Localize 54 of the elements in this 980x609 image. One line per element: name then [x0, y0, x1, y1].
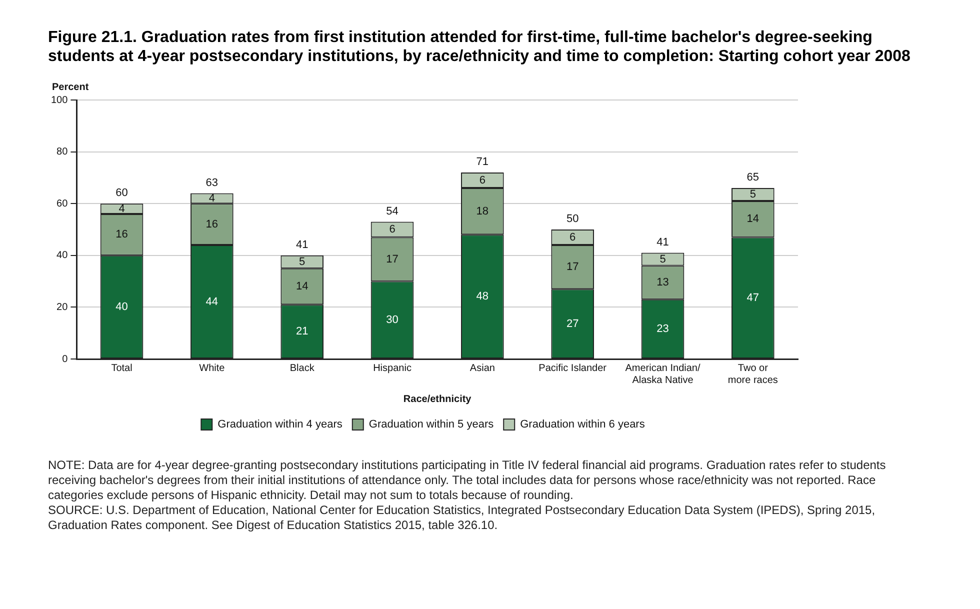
x-tick-label: Total	[111, 362, 132, 374]
x-tick-label: Black	[290, 362, 316, 374]
data-label: 6	[389, 224, 396, 236]
text: NOTE: Data are for 4-year degree-granting postsecondary institutions participating in Title IV federal financial aid programs. Graduation rates refer to students receiving bachelor's degrees from their initial institutions of attendance only. The total includes data for persons whose race/ethnicity was not reported. Race categories exclude persons of Hispanic ethnicity. Detail may not sum to totals because of rounding.	[48, 458, 887, 503]
y-axis-title: Percent	[52, 82, 90, 93]
total-label: 65	[746, 172, 760, 184]
x-tick-label: Asian	[470, 362, 495, 374]
y-tick-label: 20	[56, 302, 68, 313]
data-label: 16	[206, 218, 218, 230]
data-label: 14	[296, 280, 308, 293]
total-label: 50	[566, 213, 579, 226]
legend-label: Graduation within 4 years	[218, 418, 343, 431]
data-label: 14	[746, 213, 760, 226]
source-note: SOURCE: U.S. Department of Education, National Center for Education Statistics, Integrated Postsecondary Education Data System (IPEDS), Spring 2015, Graduation Rates component. See Digest of Education Statistics 2015, table 326.10.	[48, 503, 876, 533]
data-label: 6	[570, 231, 576, 244]
legend-label: Graduation within 6 years	[520, 418, 646, 431]
x-tick-label: Pacific Islander	[538, 362, 608, 374]
data-label: 27	[566, 318, 579, 330]
y-tick-label: 100	[50, 94, 68, 106]
x-tick-label: Hispanic	[373, 362, 412, 374]
data-label: 23	[656, 322, 669, 335]
data-label: 5	[750, 188, 756, 201]
data-label: 40	[116, 300, 128, 313]
total-label: 63	[206, 176, 218, 189]
data-label: 17	[386, 253, 398, 266]
y-tick-label: 60	[56, 198, 68, 210]
data-label: 4	[208, 192, 215, 204]
data-label: 21	[296, 326, 308, 338]
x-tick-label: Two or more races	[728, 362, 778, 386]
data-label: 13	[656, 276, 669, 289]
total-label: 41	[656, 236, 669, 248]
data-label: 6	[479, 174, 486, 186]
x-tick-label: American Indian/ Alaska Native	[625, 362, 700, 386]
total-label: 60	[116, 187, 128, 200]
chart-title: Figure 21.1. Graduation rates from first institution attended for first-time, full-time bachelor's degree-seeking students at 4-year postsecondary institutions, by race/ethnicity and time to completion: Starting cohort year 2008	[48, 28, 912, 66]
data-label: 4	[118, 202, 125, 215]
y-tick-label: 40	[56, 250, 68, 262]
data-label: 44	[206, 296, 218, 308]
total-label: 41	[296, 238, 308, 251]
total-label: 54	[386, 205, 398, 218]
total-label: 71	[476, 156, 489, 168]
data-label: 16	[116, 228, 128, 241]
data-label: 5	[660, 253, 666, 266]
data-label: 47	[746, 292, 760, 304]
data-label: 30	[386, 314, 398, 326]
data-label: 17	[566, 261, 579, 274]
y-tick-label: 0	[62, 354, 68, 365]
data-label: 48	[476, 290, 489, 303]
data-label: 18	[476, 205, 489, 218]
x-tick-label: White	[199, 362, 226, 374]
y-tick-label: 80	[56, 146, 68, 158]
x-axis-title: Race/ethnicity	[403, 394, 472, 405]
legend-label: Graduation within 5 years	[368, 418, 494, 431]
data-label: 5	[299, 256, 306, 268]
